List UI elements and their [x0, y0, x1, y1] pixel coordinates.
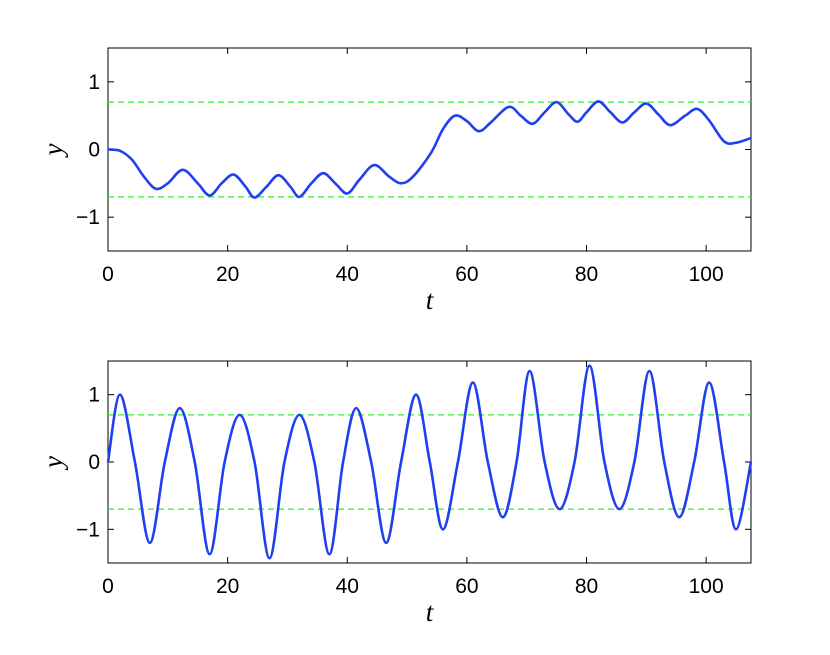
y-tick-label: 1 — [88, 384, 100, 407]
x-tick-label: 40 — [336, 575, 359, 598]
axes-box — [107, 47, 752, 252]
x-tick-label: 80 — [575, 263, 598, 286]
x-tick-label: 20 — [216, 575, 239, 598]
data-line — [106, 364, 753, 560]
x-tick-label: 0 — [102, 263, 114, 286]
data-line — [107, 100, 752, 199]
y-tick-label: −1 — [76, 206, 100, 229]
y-tick-label: 1 — [88, 71, 100, 94]
y-tick-label: 0 — [88, 451, 100, 474]
x-tick-label: 60 — [455, 575, 478, 598]
y-tick-label: −1 — [76, 518, 100, 541]
y-axis-label: y — [38, 143, 68, 158]
x-axis-label: t — [426, 285, 435, 315]
x-tick-label: 100 — [689, 575, 724, 598]
y-tick-label: 0 — [88, 139, 100, 162]
x-tick-label: 40 — [336, 263, 359, 286]
x-tick-label: 60 — [455, 263, 478, 286]
x-tick-label: 80 — [575, 575, 598, 598]
y-axis-label: y — [38, 456, 68, 471]
x-tick-label: 0 — [102, 575, 114, 598]
x-tick-label: 100 — [689, 263, 724, 286]
x-tick-label: 20 — [216, 263, 239, 286]
x-axis-label: t — [426, 597, 435, 627]
